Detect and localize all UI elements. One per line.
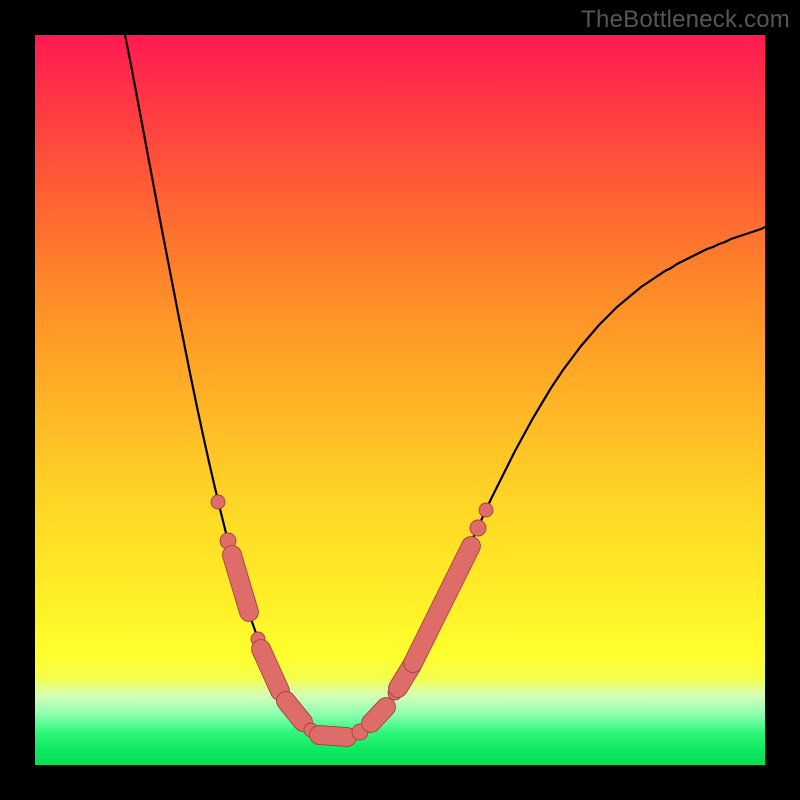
- bead: [211, 495, 225, 509]
- bead-capsule: [232, 555, 249, 612]
- bottleneck-curve: [125, 35, 765, 739]
- highlight-beads: [211, 495, 493, 740]
- bead: [479, 503, 493, 517]
- plot-area: [35, 35, 765, 765]
- bead-capsule: [261, 649, 280, 691]
- bead-capsule: [371, 707, 386, 723]
- chart-frame: TheBottleneck.com: [0, 0, 800, 800]
- watermark-text: TheBottleneck.com: [581, 6, 790, 34]
- bead-capsule: [413, 546, 471, 663]
- bead-capsule: [319, 735, 347, 737]
- curve-layer: [35, 35, 765, 765]
- bead: [470, 520, 486, 536]
